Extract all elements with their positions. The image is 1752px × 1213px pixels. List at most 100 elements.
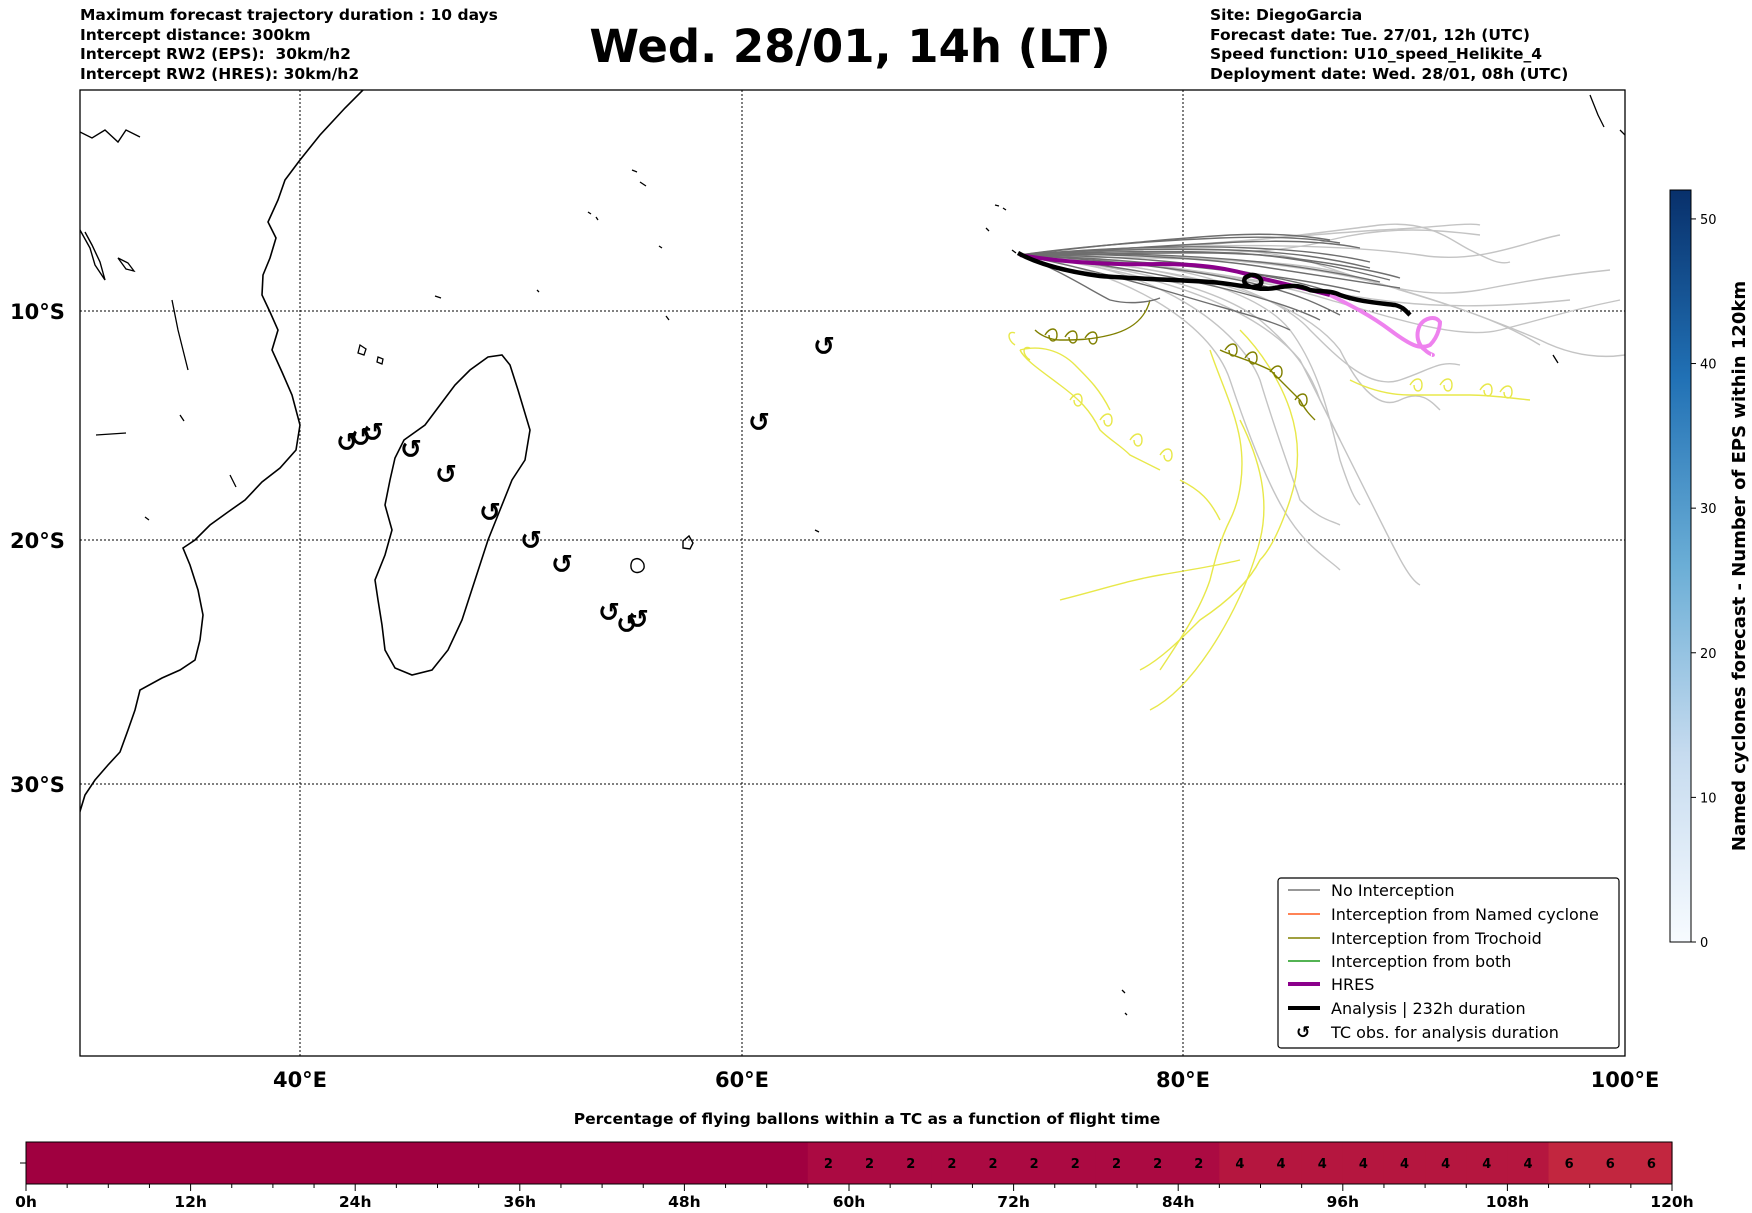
flight-time-bar-cell (972, 1142, 1015, 1184)
legend-label-tc-obs: TC obs. for analysis duration (1330, 1023, 1559, 1042)
flight-time-bar-cell (1630, 1142, 1673, 1184)
west-coast-islands (171, 299, 1128, 1016)
deployment-date: Deployment date: Wed. 28/01, 08h (UTC) (1210, 64, 1569, 83)
legend-label-named-cyclone: Interception from Named cyclone (1331, 905, 1599, 924)
comoros-island (376, 356, 384, 365)
flight-time-bar-ticks: 0h 12h 24h 36h 48h 60h 72h 84h 96h 108h 120h (15, 1162, 1694, 1211)
legend-label-analysis: Analysis | 232h duration (1331, 999, 1526, 1018)
flight-time-label: 48h (668, 1193, 701, 1211)
africa-coastline (80, 90, 365, 815)
colorbar-tick-label: 50 (1700, 213, 1717, 228)
flight-time-bar-cell (1260, 1142, 1303, 1184)
chagos-islands (985, 204, 1017, 254)
tc-obs-symbol: ↺ (616, 610, 638, 640)
flight-time-bar-cell (1383, 1142, 1426, 1184)
colorbar-ticks: 0 10 20 30 40 50 (1691, 213, 1717, 951)
flight-time-bar-value: 6 (1565, 1157, 1574, 1172)
flight-time-bar-value: 4 (1523, 1157, 1532, 1172)
flight-time-label: 96h (1326, 1193, 1359, 1211)
flight-time-bar-cell (26, 1142, 68, 1184)
map-content: ↺ ↺ ↺ ↺ ↺ ↺ ↺ ↺ ↺ ↺ ↺ ↺ ↺ (80, 90, 1625, 1056)
mauritius-island (630, 558, 645, 574)
flight-time-label: 12h (174, 1193, 207, 1211)
flight-time-bar-value: 4 (1482, 1157, 1491, 1172)
legend-swatch-tc-obs: ↺ (1296, 1023, 1310, 1043)
param-max-duration: Maximum forecast trajectory duration : 1… (80, 6, 498, 24)
flight-time-bar-value: 2 (1112, 1157, 1121, 1172)
flight-time-bar-value: 4 (1441, 1157, 1450, 1172)
flight-time-bar-cell (67, 1142, 109, 1184)
legend-label-trochoid: Interception from Trochoid (1331, 929, 1542, 948)
tc-obs-symbol: ↺ (479, 498, 501, 528)
legend: No Interception Interception from Named … (1277, 877, 1620, 1049)
flight-time-bar-cell (1219, 1142, 1262, 1184)
somali-coast (80, 129, 141, 144)
tc-obs-symbol: ↺ (362, 418, 384, 448)
tc-obs-symbol: ↺ (748, 408, 770, 438)
lat-tick-labels: 10°S 20°S 30°S (10, 300, 65, 797)
flight-time-bar-cell (1548, 1142, 1591, 1184)
lon-label-40e: 40°E (273, 1068, 327, 1092)
flight-time-bar-value: 2 (989, 1157, 998, 1172)
colorbar-tick-label: 40 (1700, 358, 1717, 373)
flight-time-bar-value: 4 (1400, 1157, 1409, 1172)
legend-label-both: Interception from both (1331, 952, 1511, 971)
madagascar (374, 354, 531, 676)
flight-time-bar-cell (602, 1142, 644, 1184)
lon-tick-labels: 40°E 60°E 80°E 100°E (273, 1068, 1659, 1092)
flight-time-bar-value: 4 (1235, 1157, 1244, 1172)
flight-time-bar-cell (1589, 1142, 1632, 1184)
flight-time-bar-cell (560, 1142, 603, 1184)
lon-label-100e: 100°E (1591, 1068, 1660, 1092)
colorbar: 0 10 20 30 40 50 Named cyclones forecast - Nu… (1669, 189, 1750, 951)
flight-time-bar-value: 4 (1359, 1157, 1368, 1172)
lon-label-60e: 60°E (715, 1068, 769, 1092)
eps-trajectories-yellow (1008, 329, 1531, 711)
legend-label-no-interception: No Interception (1331, 881, 1455, 900)
seychelles-islands (587, 169, 663, 249)
flight-time-bar-cell (437, 1142, 480, 1184)
flight-time-bar-cell (931, 1142, 974, 1184)
flight-time-bar-cell (108, 1142, 151, 1184)
mascarene-islands (434, 289, 820, 533)
flight-time-bar-cell (684, 1142, 727, 1184)
flight-time-bar-cell (149, 1142, 192, 1184)
flight-time-bar-value: 2 (1153, 1157, 1162, 1172)
trochoid-interception-trajectories (1034, 299, 1316, 421)
tc-obs-symbol: ↺ (336, 428, 358, 458)
flight-time-bar-value: 6 (1647, 1157, 1656, 1172)
flight-time-bar-value: 4 (1318, 1157, 1327, 1172)
map: ↺ ↺ ↺ ↺ ↺ ↺ ↺ ↺ ↺ ↺ ↺ ↺ ↺ 10°S 20°S 30°S (10, 89, 1659, 1092)
tc-obs-symbol: ↺ (350, 423, 372, 453)
tc-obs-symbol: ↺ (435, 460, 457, 490)
hres-trajectory-end (1329, 293, 1443, 357)
colorbar-tick-label: 0 (1700, 936, 1708, 951)
flight-time-bar-cell (231, 1142, 274, 1184)
tc-obs-symbol: ↺ (813, 332, 835, 362)
flight-time-label: 120h (1650, 1193, 1693, 1211)
map-frame (79, 89, 1626, 1057)
aldabra-islands (95, 257, 150, 521)
flight-time-bar-cell (849, 1142, 891, 1184)
flight-time-bar-value: 4 (1277, 1157, 1286, 1172)
flight-time-bar-title: Percentage of flying ballons within a TC… (574, 1110, 1161, 1128)
flight-time-bar-cell (396, 1142, 439, 1184)
colorbar-tick-label: 10 (1700, 791, 1717, 806)
site-info: Site: DiegoGarcia Forecast date: Tue. 27… (1210, 6, 1568, 84)
flight-time-bar-cell (1425, 1142, 1467, 1184)
flight-time-bar-cell (1054, 1142, 1097, 1184)
flight-time-bar-cell (1342, 1142, 1385, 1184)
flight-time-label: 84h (1162, 1193, 1195, 1211)
flight-time-label: 108h (1486, 1193, 1529, 1211)
flight-time-bar-cell (1178, 1142, 1220, 1184)
flight-time-bar-value: 2 (824, 1157, 833, 1172)
flight-time-bar-cells: 2 2 2 2 2 2 2 2 2 2 4 4 4 4 4 4 4 4 6 6 6 (26, 1142, 1673, 1184)
param-intercept-eps: Intercept RW2 (EPS): 30km/h2 (80, 45, 351, 63)
flight-time-bar-cell (890, 1142, 932, 1184)
flight-time-bar-cell (725, 1142, 768, 1184)
tc-obs-symbol: ↺ (551, 550, 573, 580)
lat-label-10s: 10°S (10, 300, 65, 324)
flight-time-bar-cell (519, 1142, 562, 1184)
flight-time-bar: Percentage of flying ballons within a TC… (15, 1110, 1694, 1211)
